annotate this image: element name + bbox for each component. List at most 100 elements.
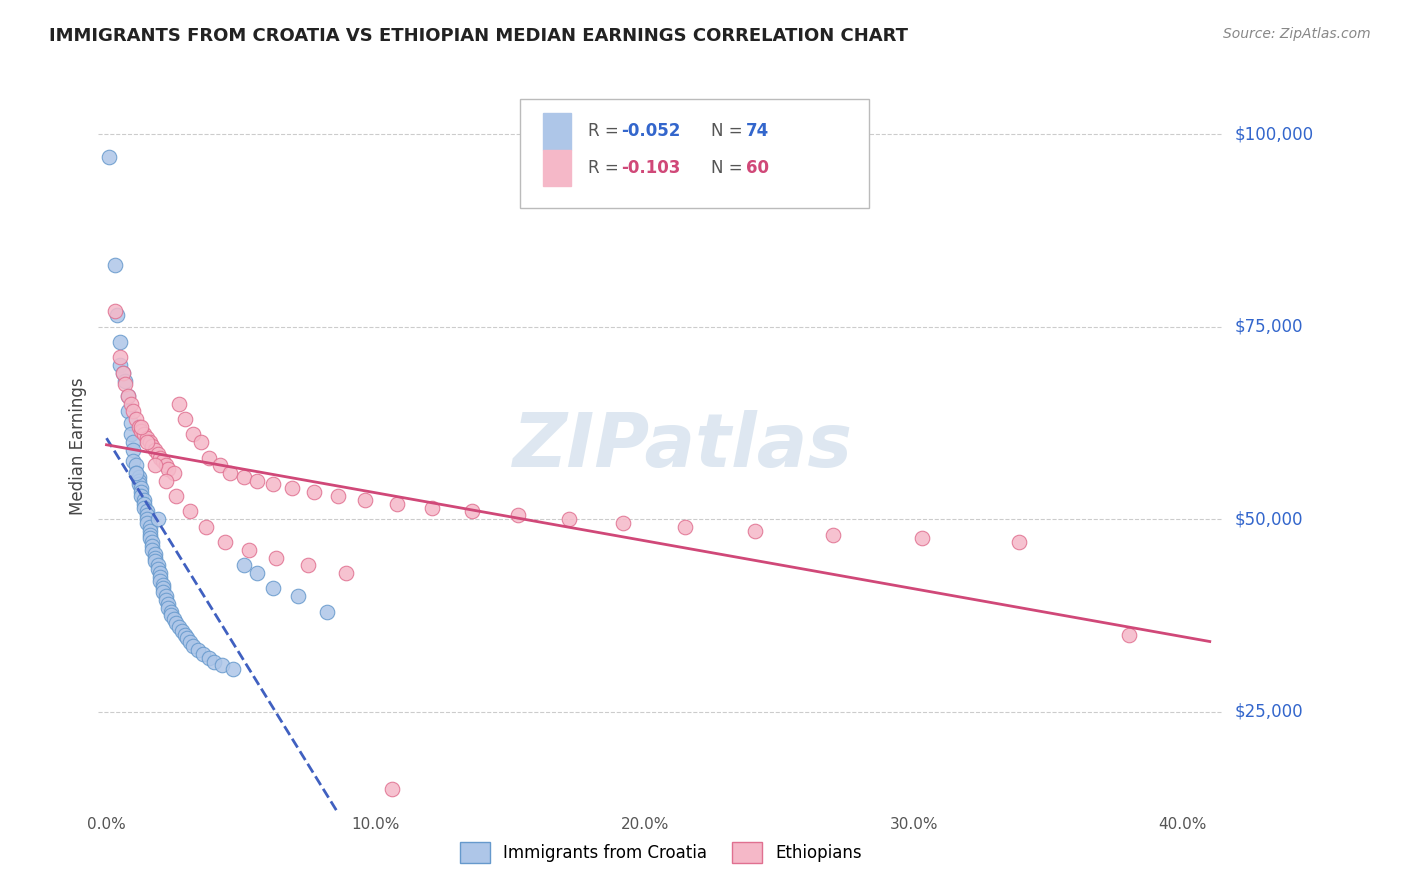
Point [166,489,188,503]
Point [170,624,193,638]
Point [326,489,349,503]
Point [173,412,195,426]
Point [143,547,166,561]
Point [202,655,225,669]
Point [143,458,166,473]
Point [297,558,319,573]
Text: -0.052: -0.052 [621,122,681,140]
Point [149,574,172,588]
Point [103,258,125,272]
Point [157,600,180,615]
Bar [543,150,571,186]
Point [128,477,150,491]
Point [138,435,160,450]
Point [287,589,309,603]
Point [302,485,325,500]
Text: $75,000: $75,000 [1234,318,1303,335]
Point [146,447,169,461]
Point [135,512,157,526]
Point [181,639,204,653]
Point [134,427,156,442]
Point [316,605,339,619]
Text: Source: ZipAtlas.com: Source: ZipAtlas.com [1223,27,1371,41]
Point [108,358,131,372]
Point [105,308,128,322]
Point [131,424,153,438]
Text: -0.103: -0.103 [621,159,681,177]
Point [281,481,304,495]
Point [117,389,139,403]
Point [353,492,375,507]
Point [134,500,156,515]
Point [195,520,218,534]
Point [111,366,134,380]
Text: $100,000: $100,000 [1234,125,1313,144]
Point [190,435,212,450]
Point [193,647,215,661]
Point [208,458,231,473]
Point [173,627,195,641]
Point [1118,627,1140,641]
Point [508,508,530,523]
Text: N =: N = [711,122,748,140]
Point [155,458,177,473]
Point [152,454,174,468]
Point [152,577,174,591]
Text: 60: 60 [747,159,769,177]
Bar [543,113,571,150]
Point [420,500,443,515]
Point [222,662,245,676]
Point [232,558,254,573]
Point [138,520,160,534]
Point [149,450,172,465]
Point [160,605,183,619]
Point [558,512,581,526]
Point [131,419,153,434]
Point [125,466,148,480]
Point [131,489,153,503]
Point [612,516,634,530]
Point [125,466,148,480]
Point [128,470,150,484]
Point [98,150,121,164]
Text: R =: R = [588,122,624,140]
Point [146,512,169,526]
Point [262,477,284,491]
Point [135,431,157,445]
FancyBboxPatch shape [520,99,869,209]
Point [152,582,174,596]
Point [385,497,408,511]
Point [197,650,219,665]
Point [160,608,183,623]
Point [138,532,160,546]
Point [262,582,284,596]
Point [122,435,145,450]
Point [335,566,357,580]
Text: 74: 74 [747,122,769,140]
Point [125,458,148,473]
Point [211,658,233,673]
Point [141,535,163,549]
Point [117,404,139,418]
Point [135,504,157,518]
Point [143,442,166,457]
Point [155,474,177,488]
Y-axis label: Median Earnings: Median Earnings [69,377,87,515]
Legend: Immigrants from Croatia, Ethiopians: Immigrants from Croatia, Ethiopians [453,836,869,869]
Point [134,492,156,507]
Point [122,442,145,457]
Point [128,474,150,488]
Point [149,566,172,580]
Point [167,620,190,634]
Point [187,643,209,657]
Point [141,539,163,553]
Point [141,439,163,453]
Point [134,497,156,511]
Text: ZIPatlas: ZIPatlas [513,409,853,483]
Point [141,543,163,558]
Point [264,550,287,565]
Point [146,562,169,576]
Point [135,516,157,530]
Point [143,550,166,565]
Point [114,374,136,388]
